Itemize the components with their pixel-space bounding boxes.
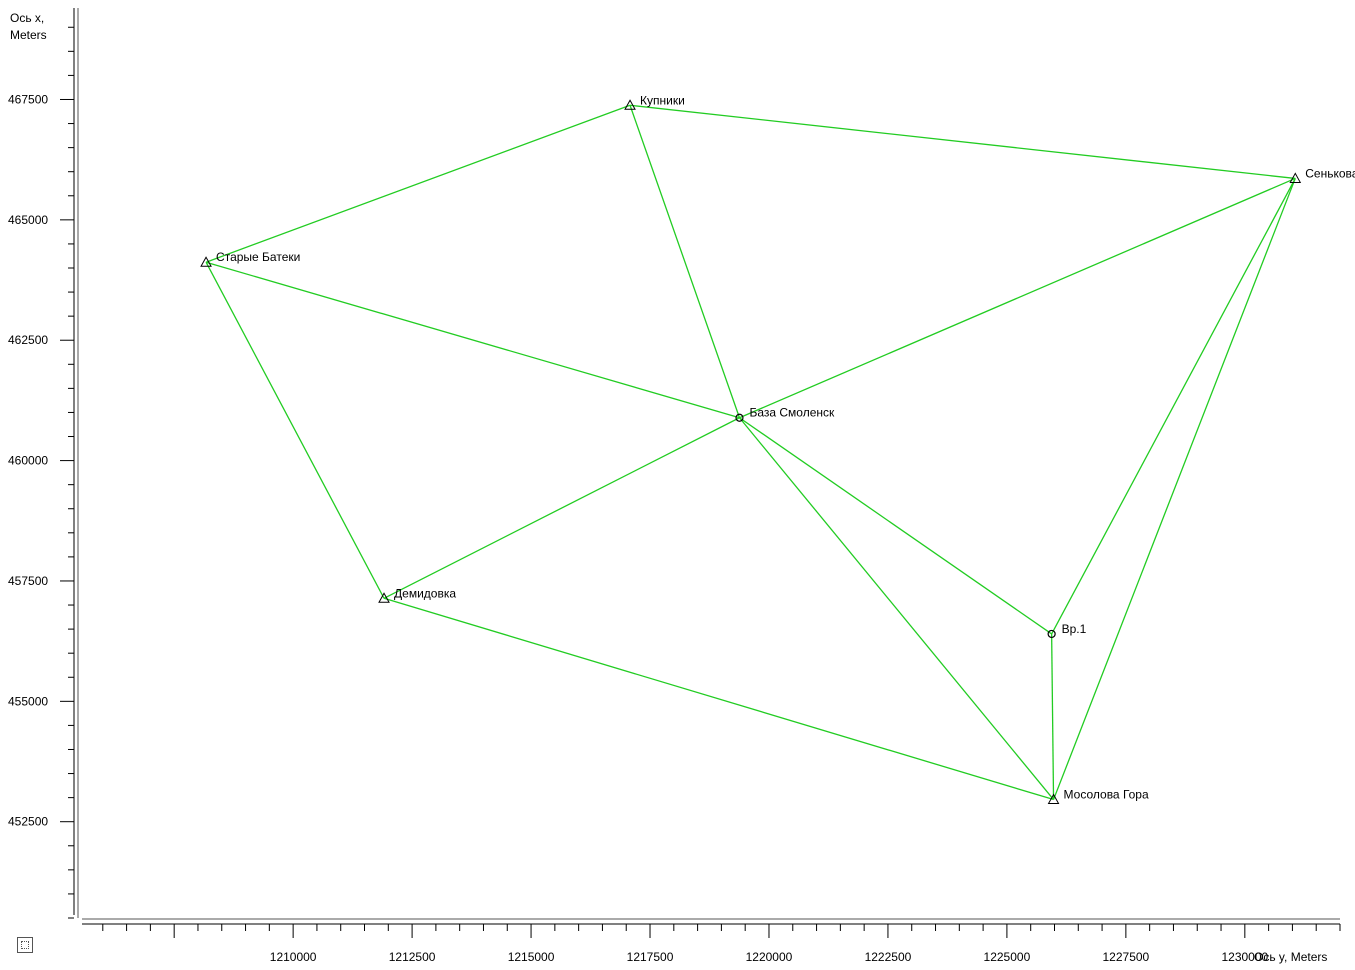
y-axis: 452500 455000 457500 460000 462500 465000 4675…	[8, 8, 78, 918]
network-edge	[206, 262, 739, 418]
network-edge	[206, 105, 630, 262]
y-tick-label: 455000	[8, 694, 48, 708]
x-tick-label: 1225000	[984, 950, 1031, 964]
x-tick-label: 1215000	[508, 950, 555, 964]
x-tick-label: 1220000	[746, 950, 793, 964]
station-label: Старые Батеки	[216, 250, 300, 264]
y-axis-title-line1: Ось x,	[10, 11, 44, 25]
network-edge	[1052, 634, 1054, 800]
network-edge	[739, 418, 1053, 800]
x-tick-label: 1212500	[389, 950, 436, 964]
network-edge	[739, 178, 1295, 417]
x-tick-label: 1217500	[627, 950, 674, 964]
station-label: Мосолова Гора	[1064, 788, 1149, 802]
network-edges	[206, 105, 1295, 799]
y-tick-label: 460000	[8, 454, 48, 468]
station-label: База Смоленск	[749, 406, 835, 420]
x-axis: 1210000 1212500 1215000 1217500 1220000 12225…	[82, 919, 1340, 964]
y-axis-title-line2: Meters	[10, 28, 47, 42]
network-edge	[384, 418, 739, 599]
y-tick-label: 452500	[8, 815, 48, 829]
station-label: Демидовка	[394, 586, 456, 600]
x-tick-label: 1227500	[1103, 950, 1150, 964]
network-edge	[630, 105, 1295, 178]
network-edge	[206, 262, 384, 598]
network-edge	[630, 105, 739, 417]
station-label: Сенькова	[1305, 166, 1355, 180]
y-tick-label: 462500	[8, 333, 48, 347]
x-axis-title: Ось y, Meters	[1254, 950, 1327, 964]
station-triangle-marker[interactable]	[625, 100, 635, 109]
station-label: Вр.1	[1062, 622, 1087, 636]
network-edge	[1054, 178, 1296, 799]
network-edge	[1052, 178, 1296, 633]
y-tick-label: 467500	[8, 92, 48, 106]
y-tick-label: 465000	[8, 213, 48, 227]
network-edge	[384, 598, 1054, 799]
zoom-extent-button[interactable]	[8, 930, 42, 960]
x-tick-label: 1210000	[270, 950, 317, 964]
zoom-extent-icon	[17, 937, 33, 953]
network-edge	[739, 418, 1051, 634]
x-tick-label: 1222500	[865, 950, 912, 964]
station-label: Купники	[640, 93, 685, 107]
y-tick-label: 457500	[8, 574, 48, 588]
